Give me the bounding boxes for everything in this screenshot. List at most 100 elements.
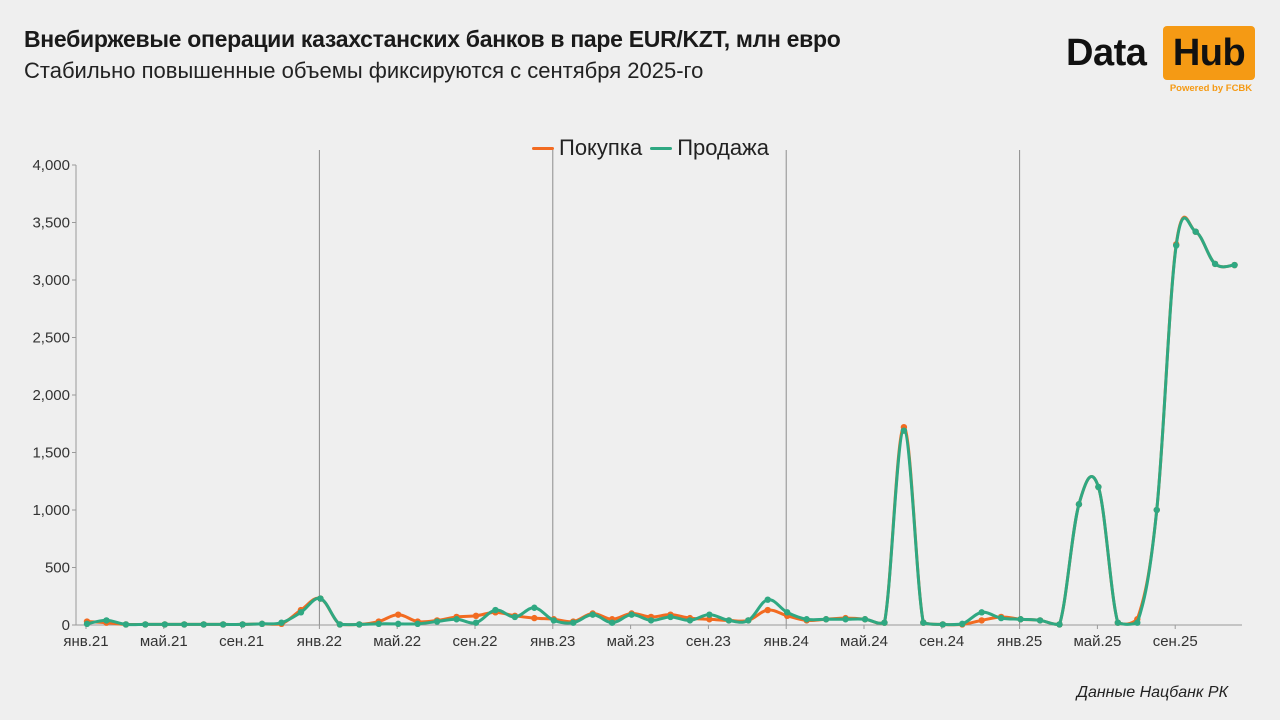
data-point[interactable] <box>939 621 946 628</box>
data-point[interactable] <box>1173 242 1180 249</box>
data-point[interactable] <box>764 596 771 603</box>
data-point[interactable] <box>492 606 499 614</box>
data-point[interactable] <box>258 620 266 628</box>
data-point[interactable] <box>570 619 577 626</box>
data-point[interactable] <box>1036 617 1044 624</box>
data-point[interactable] <box>297 609 305 616</box>
x-tick-label: сен.23 <box>686 633 731 650</box>
data-point[interactable] <box>181 621 188 628</box>
series-line <box>85 216 1237 627</box>
data-point[interactable] <box>1231 261 1238 269</box>
data-point[interactable] <box>686 617 694 624</box>
data-point[interactable] <box>453 616 460 623</box>
y-tick-label: 1,000 <box>32 502 70 519</box>
x-tick-label: май.24 <box>840 633 888 650</box>
data-point[interactable] <box>122 621 130 628</box>
data-point[interactable] <box>978 617 985 624</box>
data-point[interactable] <box>628 611 635 618</box>
logo-powered-by: Powered by FCBK <box>1169 83 1253 94</box>
data-point[interactable] <box>920 619 927 626</box>
data-point[interactable] <box>1095 483 1102 491</box>
x-tick-label: май.25 <box>1073 633 1121 650</box>
data-point[interactable] <box>647 617 655 624</box>
data-point[interactable] <box>608 619 616 626</box>
x-tick-label: май.23 <box>607 633 655 650</box>
x-tick-label: сен.22 <box>453 633 498 650</box>
data-point[interactable] <box>1017 616 1024 623</box>
data-point[interactable] <box>1134 619 1141 626</box>
data-point[interactable] <box>822 616 830 623</box>
data-point[interactable] <box>1114 619 1122 626</box>
data-point[interactable] <box>336 621 344 628</box>
data-point[interactable] <box>1153 506 1160 514</box>
x-tick-label: май.21 <box>140 633 188 650</box>
data-point[interactable] <box>531 614 538 622</box>
data-point[interactable] <box>472 612 480 619</box>
data-point[interactable] <box>997 614 1005 622</box>
chart-title: Внебиржевые операции казахстанских банко… <box>24 26 841 52</box>
data-point[interactable] <box>667 613 674 621</box>
data-point[interactable] <box>414 620 421 628</box>
y-tick-label: 1,500 <box>32 445 70 462</box>
x-tick-label: сен.21 <box>219 633 264 650</box>
x-tick-label: янв.21 <box>63 633 108 650</box>
data-point[interactable] <box>1211 260 1219 268</box>
data-point[interactable] <box>745 617 752 624</box>
chart-subtitle: Стабильно повышенные объемы фиксируются … <box>24 58 704 83</box>
data-point[interactable] <box>959 620 966 628</box>
x-tick-label: сен.25 <box>1153 633 1198 650</box>
y-tick-label: 4,000 <box>32 157 70 174</box>
data-point[interactable] <box>900 427 908 434</box>
data-point[interactable] <box>764 606 771 614</box>
y-axis: 0 500 1,000 1,500 2,000 2,500 3,000 3,500 4,000 <box>32 157 77 634</box>
legend-item-sell[interactable]: Продажа <box>650 135 769 161</box>
data-point[interactable] <box>433 618 441 625</box>
data-point[interactable] <box>375 620 382 628</box>
data-point[interactable] <box>103 617 110 624</box>
data-point[interactable] <box>395 620 402 628</box>
gridlines <box>318 150 1021 625</box>
data-point[interactable] <box>531 604 538 611</box>
data-point[interactable] <box>219 621 227 628</box>
data-point[interactable] <box>706 611 713 618</box>
data-point[interactable] <box>239 621 246 628</box>
x-tick-label: янв.25 <box>997 633 1042 650</box>
data-point[interactable] <box>200 621 207 628</box>
legend-swatch-sell <box>650 146 673 150</box>
data-point[interactable] <box>589 611 596 618</box>
data-point[interactable] <box>1075 501 1083 508</box>
data-point[interactable] <box>472 619 480 626</box>
data-point[interactable] <box>881 619 888 626</box>
data-point[interactable] <box>83 620 91 628</box>
data-point[interactable] <box>1192 228 1199 235</box>
data-point[interactable] <box>861 616 869 623</box>
data-point[interactable] <box>317 595 324 602</box>
datahub-logo: Data Hub Powered by FCBK <box>1066 26 1256 96</box>
data-point[interactable] <box>511 613 519 621</box>
data-point[interactable] <box>550 617 557 624</box>
legend-swatch-buy <box>532 146 554 150</box>
data-point[interactable] <box>842 616 849 623</box>
y-tick-label: 2,000 <box>32 387 70 404</box>
data-point[interactable] <box>395 611 402 618</box>
series-sell <box>83 216 1238 628</box>
y-tick-label: 500 <box>45 560 70 577</box>
data-point[interactable] <box>803 616 810 623</box>
chart-legend: Покупка Продажа <box>532 134 769 162</box>
data-point[interactable] <box>725 617 733 624</box>
y-tick-label: 2,500 <box>32 330 70 347</box>
series-line <box>85 215 1237 627</box>
legend-label-buy: Покупка <box>559 135 643 160</box>
data-point[interactable] <box>1056 621 1063 628</box>
x-tick-label: янв.24 <box>764 633 809 650</box>
x-axis: янв.21 май.21 сен.21 янв.22 май.22 сен.22 янв.… <box>63 624 1242 650</box>
legend-item-buy[interactable]: Покупка <box>532 135 642 161</box>
data-point[interactable] <box>278 619 285 626</box>
data-point[interactable] <box>142 621 149 628</box>
data-point[interactable] <box>784 609 791 616</box>
data-point[interactable] <box>706 616 713 623</box>
data-point[interactable] <box>356 621 363 628</box>
data-point[interactable] <box>161 621 168 628</box>
data-point[interactable] <box>978 609 985 616</box>
